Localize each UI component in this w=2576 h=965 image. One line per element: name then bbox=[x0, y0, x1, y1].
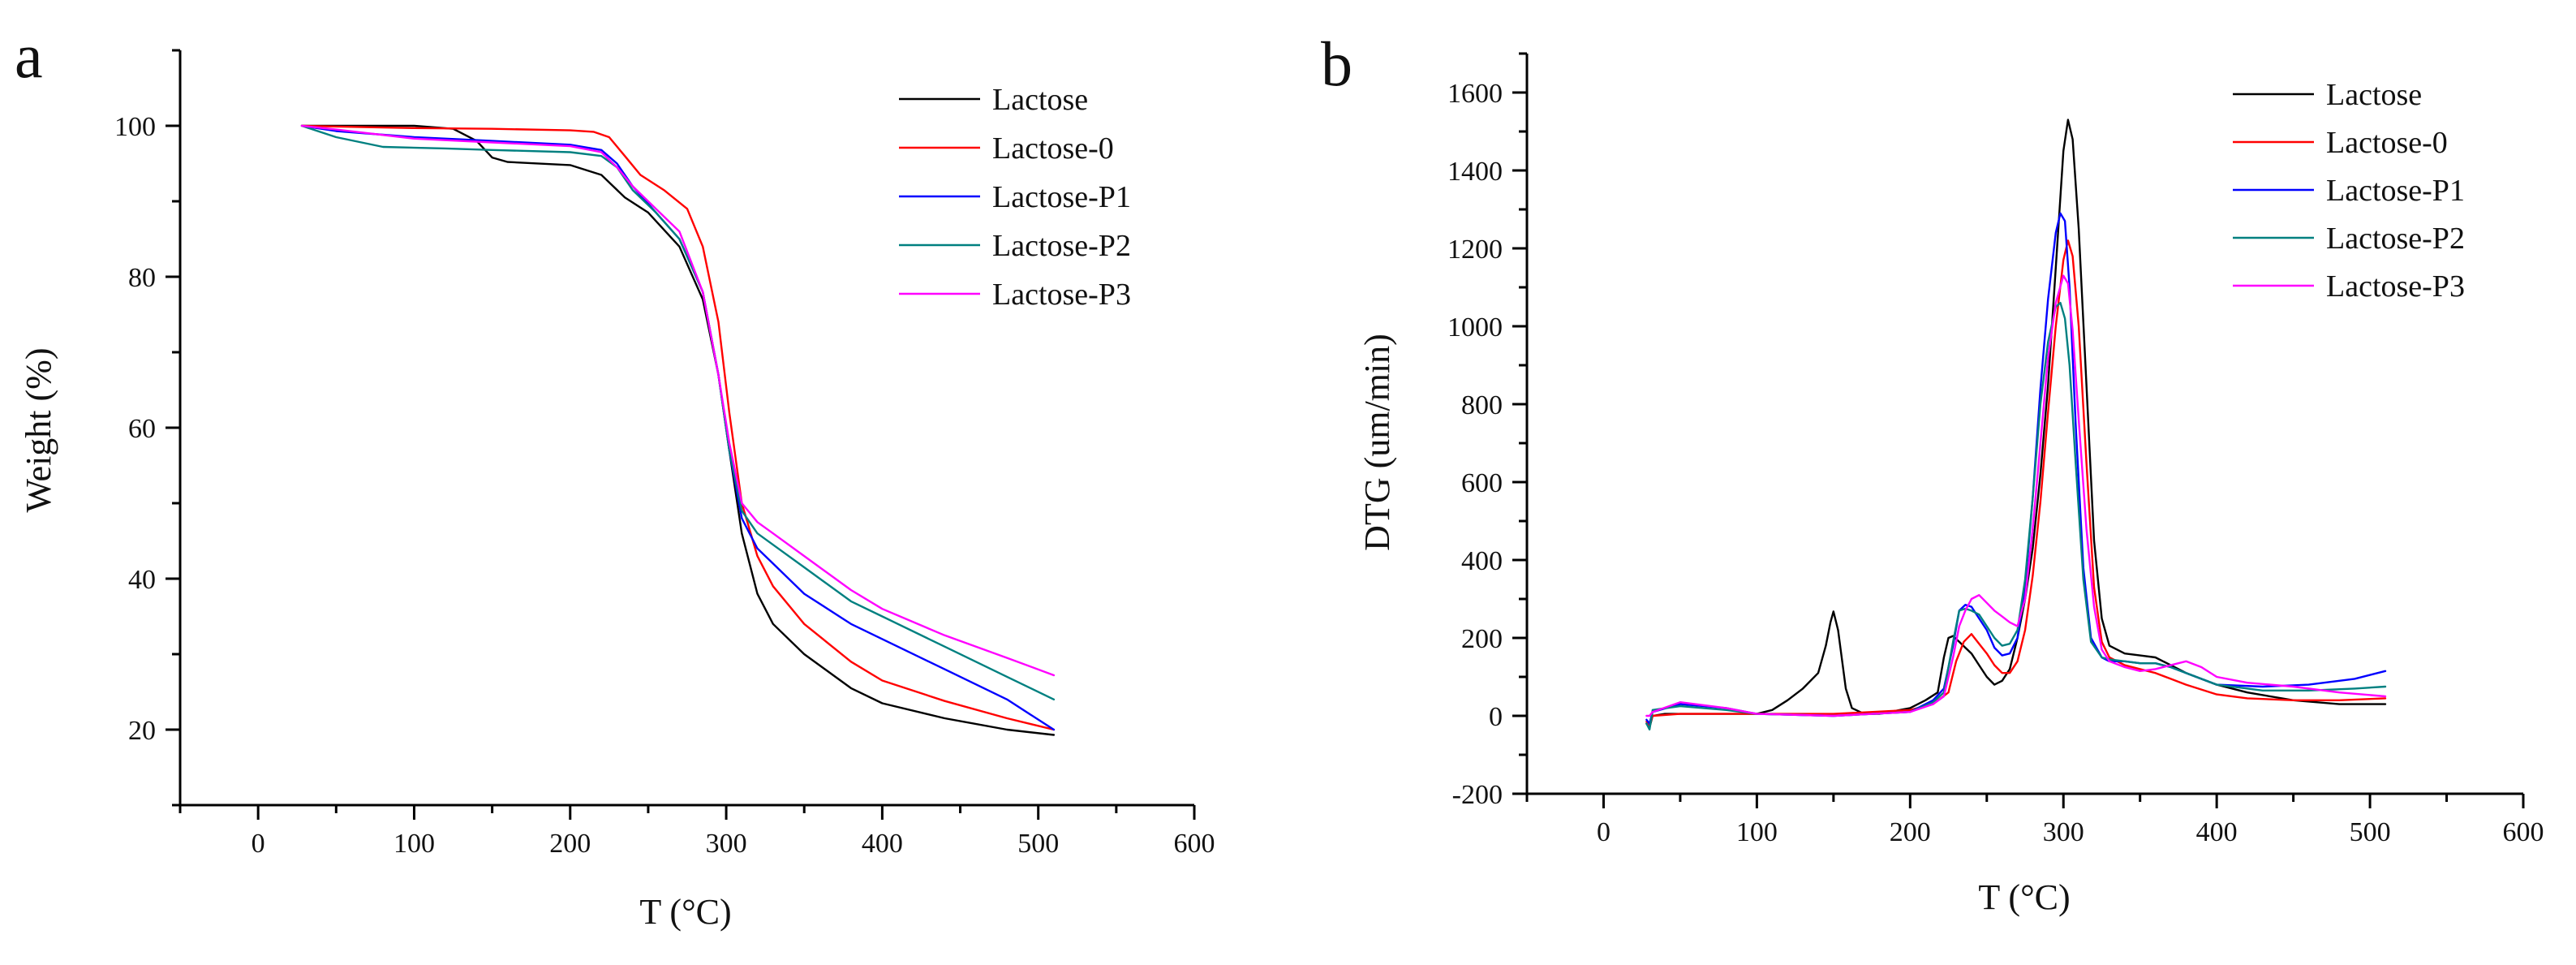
x-tick-label: 300 bbox=[706, 829, 747, 859]
legend-label: Lactose-P1 bbox=[2326, 174, 2465, 208]
x-tick-label: 200 bbox=[1890, 817, 1931, 847]
series-line-lactose bbox=[1645, 118, 2387, 729]
y-tick-label: 1200 bbox=[1447, 235, 1503, 265]
x-axis-title: T (°C) bbox=[1978, 877, 2070, 917]
legend: Lactose Lactose-0 Lactose-P1 Lactose-P2 Lact… bbox=[2233, 78, 2465, 304]
tga-chart-panel: a 0 100 200 300 400 500 600 20 40 60 80 100 Lactose… bbox=[15, 20, 1215, 932]
y-tick-label: 1400 bbox=[1447, 157, 1503, 187]
panel-label: a bbox=[15, 20, 43, 91]
x-tick-label: 500 bbox=[1017, 829, 1059, 859]
x-tick-label: 100 bbox=[393, 829, 435, 859]
series-group bbox=[1645, 118, 2387, 730]
legend-label: Lactose-P2 bbox=[992, 229, 1131, 263]
tick-group: 0 100 200 300 400 500 600 20 40 60 80 100 bbox=[114, 49, 1215, 859]
y-tick-label: 400 bbox=[1461, 546, 1503, 576]
y-tick-label: 60 bbox=[128, 414, 156, 444]
legend-label: Lactose-0 bbox=[992, 131, 1114, 166]
x-tick-label: 100 bbox=[1736, 817, 1778, 847]
series-group bbox=[300, 124, 1056, 736]
dtg-chart-panel: b 0 100 200 300 400 500 600 -200 0 200 400 600 800 10… bbox=[1321, 28, 2544, 917]
legend-label: Lactose bbox=[2326, 78, 2422, 112]
y-tick-label: 800 bbox=[1461, 390, 1503, 420]
x-tick-label: 600 bbox=[2503, 817, 2544, 847]
tick-group: 0 100 200 300 400 500 600 -200 0 200 400 600 800 1000… bbox=[1447, 52, 2544, 847]
x-tick-label: 0 bbox=[252, 829, 265, 859]
y-tick-label: 1000 bbox=[1447, 312, 1503, 342]
y-tick-label: 20 bbox=[128, 716, 156, 746]
x-tick-label: 400 bbox=[862, 829, 903, 859]
y-tick-label: 600 bbox=[1461, 468, 1503, 498]
legend-label: Lactose-P3 bbox=[992, 278, 1131, 312]
panel-label: b bbox=[1321, 28, 1353, 99]
y-tick-label: 200 bbox=[1461, 624, 1503, 654]
axes-frame bbox=[1525, 54, 2523, 795]
legend-label: Lactose-P1 bbox=[992, 180, 1131, 214]
y-tick-label: 1600 bbox=[1447, 79, 1503, 109]
legend-label: Lactose bbox=[992, 83, 1088, 117]
x-tick-label: 0 bbox=[1597, 817, 1611, 847]
y-tick-label: -200 bbox=[1452, 780, 1503, 810]
x-tick-label: 500 bbox=[2350, 817, 2391, 847]
series-line-lactose-p3 bbox=[1645, 274, 2387, 717]
x-tick-label: 300 bbox=[2043, 817, 2084, 847]
x-tick-label: 200 bbox=[549, 829, 591, 859]
legend-label: Lactose-P2 bbox=[2326, 222, 2465, 256]
x-axis-title: T (°C) bbox=[639, 892, 731, 932]
y-axis-title: Weight (%) bbox=[19, 348, 58, 513]
y-axis-title: DTG (um/min) bbox=[1357, 334, 1397, 551]
legend-label: Lactose-P3 bbox=[2326, 269, 2465, 304]
series-line-lactose-0 bbox=[300, 124, 1056, 731]
legend-label: Lactose-0 bbox=[2326, 126, 2448, 160]
series-line-lactose bbox=[300, 124, 1056, 736]
legend: Lactose Lactose-0 Lactose-P1 Lactose-P2 Lact… bbox=[899, 83, 1131, 312]
y-tick-label: 100 bbox=[114, 112, 156, 142]
axes-frame bbox=[178, 50, 1194, 807]
x-tick-label: 600 bbox=[1174, 829, 1215, 859]
y-tick-label: 40 bbox=[128, 565, 156, 595]
y-tick-label: 80 bbox=[128, 263, 156, 293]
x-tick-label: 400 bbox=[2196, 817, 2238, 847]
series-line-lactose-p3 bbox=[300, 124, 1056, 677]
y-tick-label: 0 bbox=[1489, 702, 1503, 732]
